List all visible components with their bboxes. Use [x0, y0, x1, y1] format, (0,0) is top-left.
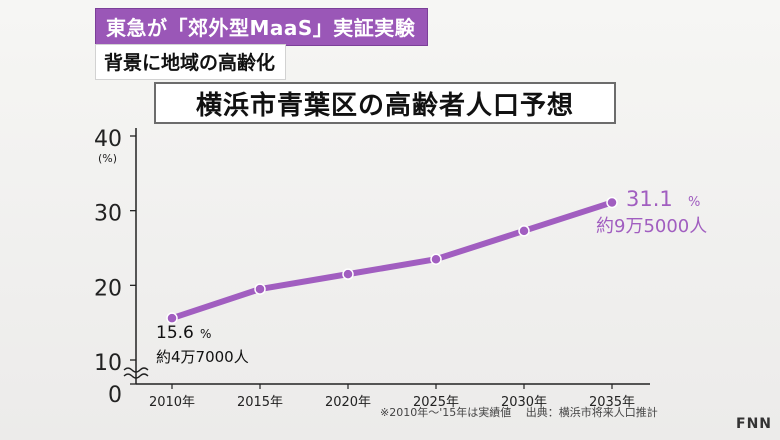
y-tick-label: 20	[94, 276, 122, 301]
annotation-population-2035: 約9万5000人	[596, 216, 707, 237]
annotation-value-2010: 15.6	[156, 323, 194, 343]
data-point	[342, 268, 354, 280]
data-point	[606, 196, 618, 209]
data-point	[166, 312, 178, 324]
x-tick-label: 2030年	[501, 395, 547, 410]
data-point	[430, 253, 442, 265]
source-note: ※2010年〜'15年は実績値 出典：横浜市将来人口推計	[380, 406, 658, 419]
annotation-unit-2010: %	[200, 327, 211, 341]
data-point	[254, 283, 266, 295]
annotation-unit-2035: %	[688, 195, 700, 210]
y-axis-unit: (%)	[98, 152, 117, 165]
annotation-population-2010: 約4万7000人	[156, 348, 249, 366]
y-tick-label: 40	[94, 127, 122, 152]
series-line	[169, 199, 615, 322]
fnn-logo: FNN	[736, 416, 772, 432]
axis-break-mark	[123, 367, 149, 373]
y-tick-label: 0	[108, 383, 122, 408]
chart-title: 横浜市青葉区の高齢者人口予想	[154, 82, 616, 124]
axis-break-mark	[123, 373, 149, 379]
y-tick-label: 10	[94, 351, 122, 376]
x-tick-label: 2035年	[589, 395, 635, 410]
y-tick-label: 30	[94, 202, 122, 227]
x-tick-label: 2010年	[149, 395, 195, 410]
data-point	[518, 225, 530, 237]
news-headline: 東急が「郊外型MaaS」実証実験	[95, 8, 429, 46]
annotation-value-2035: 31.1	[626, 187, 673, 211]
x-tick-label: 2020年	[325, 395, 371, 410]
news-subheadline: 背景に地域の高齢化	[95, 44, 287, 80]
x-tick-label: 2025年	[413, 395, 459, 410]
x-tick-label: 2015年	[237, 395, 283, 410]
